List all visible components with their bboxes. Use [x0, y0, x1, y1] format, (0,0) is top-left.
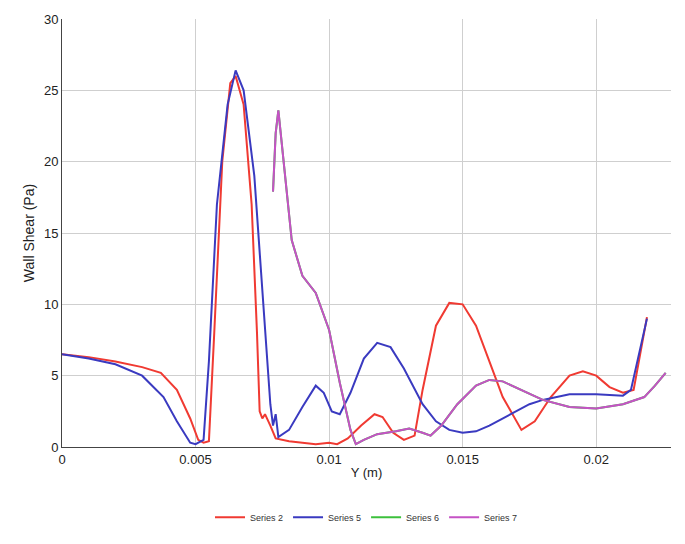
svg-text:0.01: 0.01 [316, 452, 341, 467]
svg-text:Series 5: Series 5 [328, 513, 361, 523]
svg-text:30: 30 [44, 12, 58, 27]
svg-text:Series 7: Series 7 [484, 513, 517, 523]
svg-text:15: 15 [44, 226, 58, 241]
svg-text:Series 2: Series 2 [250, 513, 283, 523]
svg-text:0.015: 0.015 [446, 452, 479, 467]
svg-text:0: 0 [51, 440, 58, 455]
svg-text:25: 25 [44, 83, 58, 98]
svg-text:Series 6: Series 6 [406, 513, 439, 523]
svg-text:0.02: 0.02 [584, 452, 609, 467]
svg-text:0: 0 [58, 452, 65, 467]
svg-text:20: 20 [44, 154, 58, 169]
svg-text:10: 10 [44, 297, 58, 312]
svg-text:Wall Shear (Pa): Wall Shear (Pa) [21, 184, 37, 282]
svg-text:0.005: 0.005 [179, 452, 212, 467]
svg-text:5: 5 [51, 368, 58, 383]
svg-text:Y (m): Y (m) [351, 465, 383, 480]
